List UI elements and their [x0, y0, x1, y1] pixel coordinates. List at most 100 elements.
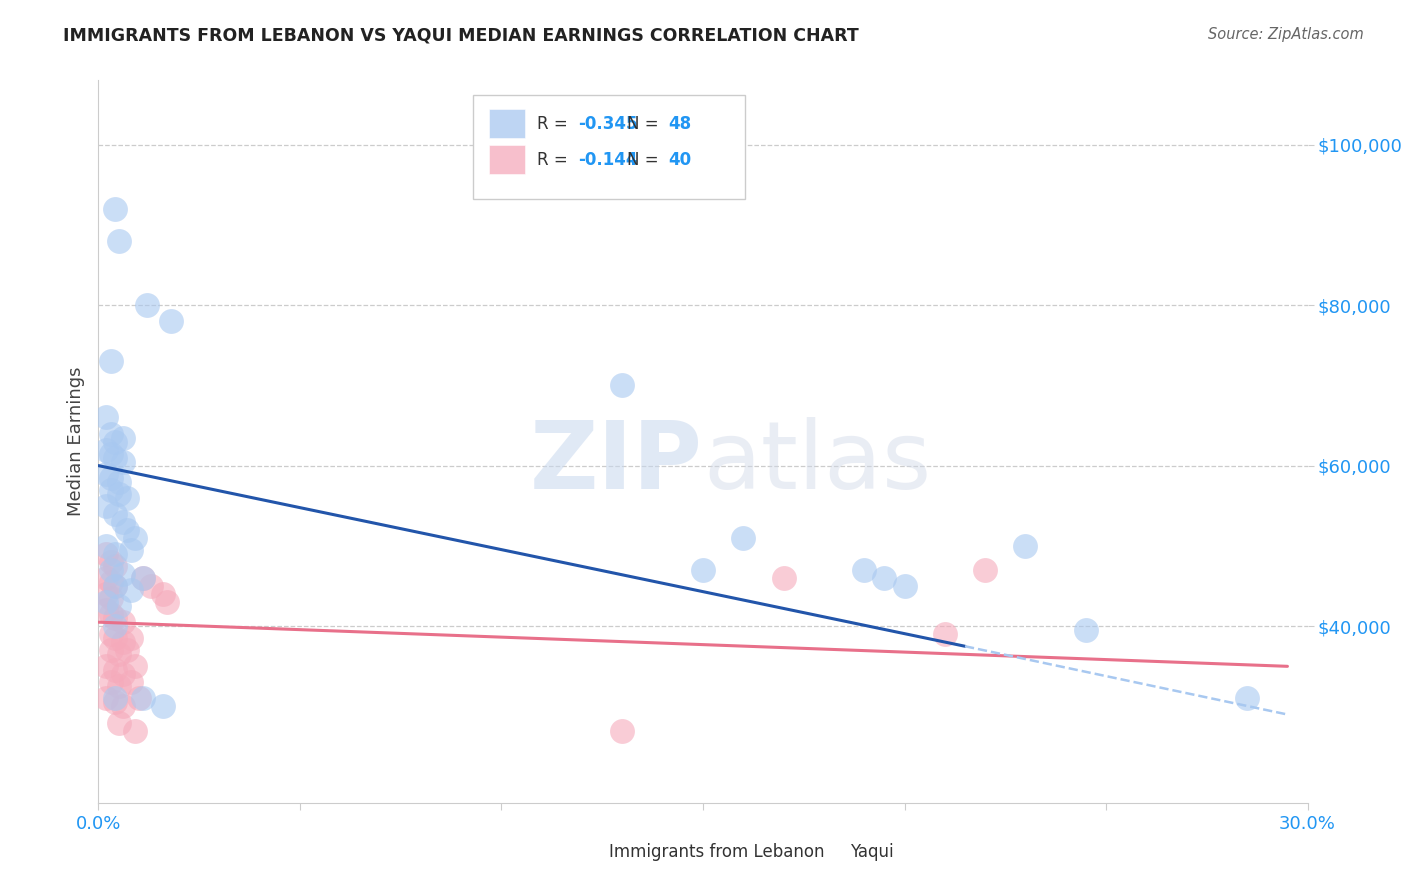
Point — [733, 531, 755, 545]
Point — [103, 619, 125, 633]
Point — [893, 579, 915, 593]
Point — [96, 442, 118, 457]
Point — [111, 567, 134, 582]
Point — [107, 486, 129, 500]
Text: N =: N = — [627, 151, 664, 169]
Y-axis label: Median Earnings: Median Earnings — [66, 367, 84, 516]
Point — [111, 699, 134, 714]
Bar — [551, 841, 598, 863]
Point — [132, 571, 155, 585]
Point — [96, 691, 118, 706]
Point — [120, 675, 142, 690]
Point — [103, 507, 125, 521]
Point — [111, 454, 134, 468]
Text: Source: ZipAtlas.com: Source: ZipAtlas.com — [1208, 27, 1364, 42]
Point — [96, 410, 118, 425]
Point — [100, 555, 122, 569]
Point — [934, 627, 956, 641]
Point — [612, 378, 634, 392]
Text: R =: R = — [537, 151, 574, 169]
Point — [103, 547, 125, 561]
Point — [120, 542, 142, 557]
Text: 48: 48 — [668, 115, 692, 133]
Point — [115, 523, 138, 537]
Point — [100, 563, 122, 577]
Point — [103, 579, 125, 593]
Text: -0.144: -0.144 — [578, 151, 638, 169]
Point — [974, 563, 997, 577]
Point — [107, 647, 129, 661]
Point — [692, 563, 714, 577]
Point — [124, 531, 146, 545]
Point — [111, 635, 134, 649]
Text: atlas: atlas — [703, 417, 931, 509]
Point — [107, 234, 129, 248]
Bar — [793, 841, 839, 863]
Point — [128, 691, 150, 706]
Point — [103, 611, 125, 625]
Point — [111, 667, 134, 681]
Text: Yaqui: Yaqui — [851, 843, 894, 861]
Point — [124, 659, 146, 673]
Point — [107, 599, 129, 614]
Point — [1014, 539, 1036, 553]
Point — [160, 314, 183, 328]
Point — [96, 603, 118, 617]
Point — [124, 723, 146, 738]
Text: N =: N = — [627, 115, 664, 133]
Point — [100, 446, 122, 460]
Point — [115, 643, 138, 657]
Point — [100, 483, 122, 497]
Point — [96, 587, 118, 601]
Point — [96, 571, 118, 585]
Point — [152, 587, 174, 601]
Point — [115, 491, 138, 505]
FancyBboxPatch shape — [474, 95, 745, 200]
Point — [96, 539, 118, 553]
Point — [107, 715, 129, 730]
Point — [1236, 691, 1258, 706]
Point — [107, 680, 129, 694]
Bar — [489, 145, 526, 174]
Text: -0.345: -0.345 — [578, 115, 638, 133]
Point — [132, 571, 155, 585]
Text: ZIP: ZIP — [530, 417, 703, 509]
Point — [132, 691, 155, 706]
Point — [103, 434, 125, 449]
Point — [100, 426, 122, 441]
Point — [103, 631, 125, 645]
Text: IMMIGRANTS FROM LEBANON VS YAQUI MEDIAN EARNINGS CORRELATION CHART: IMMIGRANTS FROM LEBANON VS YAQUI MEDIAN … — [63, 27, 859, 45]
Point — [103, 450, 125, 465]
Point — [111, 430, 134, 444]
Point — [100, 470, 122, 484]
Point — [96, 499, 118, 513]
Point — [100, 643, 122, 657]
Point — [103, 691, 125, 706]
Point — [152, 699, 174, 714]
Point — [103, 202, 125, 216]
Point — [96, 659, 118, 673]
Point — [103, 558, 125, 573]
Point — [853, 563, 876, 577]
Point — [772, 571, 794, 585]
Point — [96, 467, 118, 481]
Point — [103, 664, 125, 678]
Point — [111, 615, 134, 630]
Point — [873, 571, 896, 585]
Point — [120, 631, 142, 645]
Point — [100, 675, 122, 690]
Text: R =: R = — [537, 115, 574, 133]
Point — [100, 354, 122, 368]
Point — [139, 579, 162, 593]
Point — [135, 298, 157, 312]
Bar — [489, 109, 526, 138]
Point — [612, 723, 634, 738]
Text: Immigrants from Lebanon: Immigrants from Lebanon — [609, 843, 824, 861]
Point — [100, 627, 122, 641]
Point — [100, 607, 122, 621]
Point — [1074, 623, 1097, 637]
Point — [120, 583, 142, 598]
Point — [111, 515, 134, 529]
Point — [103, 696, 125, 710]
Point — [96, 595, 118, 609]
